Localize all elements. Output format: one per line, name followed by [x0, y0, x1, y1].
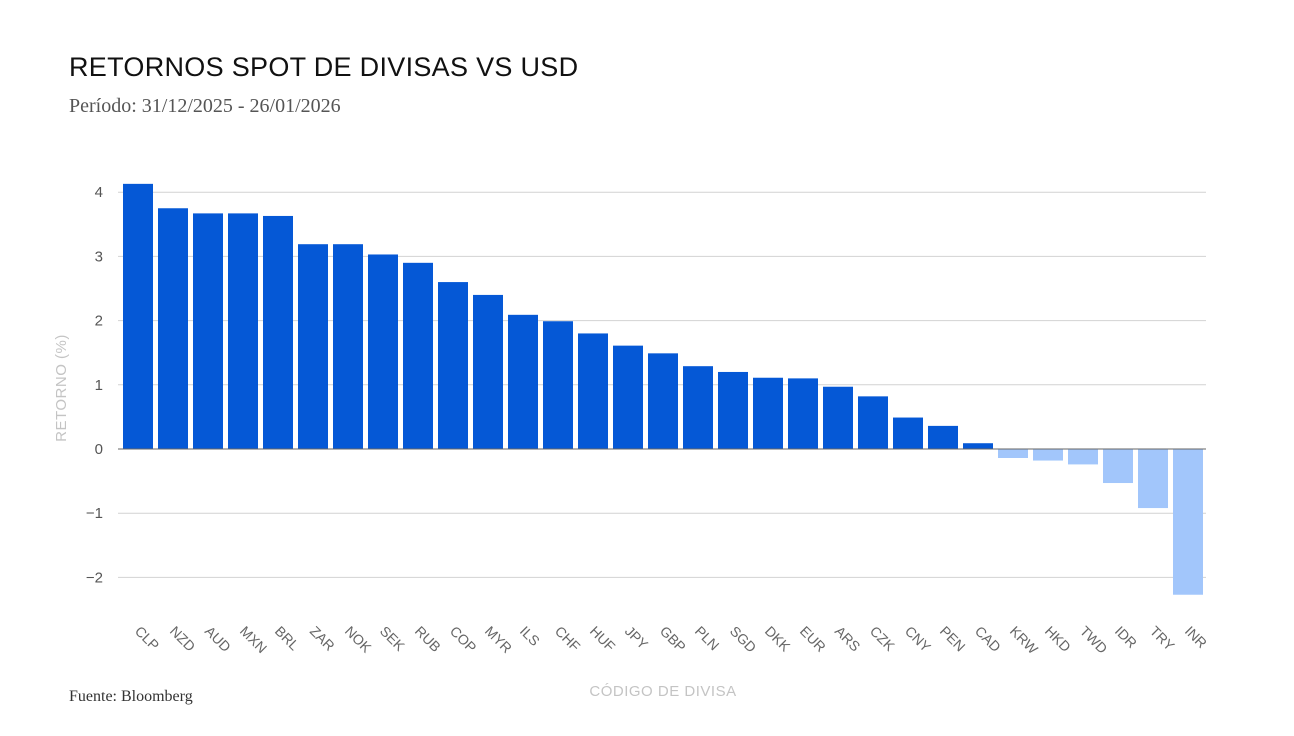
bar-myr	[473, 294, 503, 449]
bar-czk	[858, 396, 888, 449]
bar-nzd	[158, 208, 188, 449]
bar-sek	[368, 254, 398, 449]
x-tick-label: PEN	[937, 623, 969, 655]
x-tick-label: NZD	[167, 623, 199, 655]
x-tick-label: TWD	[1077, 623, 1111, 657]
y-tick-label: 4	[95, 184, 103, 201]
y-axis-title: RETORNO (%)	[53, 334, 70, 442]
bar-nok	[333, 244, 363, 449]
bar-zar	[298, 244, 328, 449]
x-tick-label: TRY	[1147, 623, 1178, 654]
bar-twd	[1068, 449, 1098, 465]
bar-clp	[123, 183, 153, 449]
x-tick-label: ILS	[517, 623, 543, 649]
x-tick-label: HUF	[587, 623, 619, 655]
bar-cad	[963, 443, 993, 449]
bar-cop	[438, 282, 468, 449]
y-tick-label: 1	[95, 377, 103, 394]
bar-eur	[788, 378, 818, 449]
bar-aud	[193, 213, 223, 449]
x-tick-label: COP	[447, 623, 480, 656]
x-tick-label: AUD	[202, 623, 234, 655]
bar-mxn	[228, 213, 258, 449]
y-tick-labels: −2 −1 0 1 2 3 4	[86, 184, 103, 586]
x-tick-label: SEK	[377, 623, 409, 655]
bar-ils	[508, 314, 538, 449]
bar-inr	[1173, 449, 1203, 595]
y-tick-label: 0	[95, 441, 103, 458]
bar-dkk	[753, 377, 783, 449]
y-tick-label: −2	[86, 569, 103, 586]
x-tick-label: PLN	[692, 623, 723, 654]
x-tick-label: ZAR	[307, 623, 338, 654]
bar-hkd	[1033, 449, 1063, 461]
bar-rub	[403, 262, 433, 449]
x-tick-label: CHF	[552, 623, 584, 655]
x-tick-label: CNY	[902, 623, 935, 656]
x-tick-label: SGD	[727, 623, 760, 656]
x-tick-label: CAD	[972, 623, 1004, 655]
x-tick-label: EUR	[797, 623, 829, 655]
y-tick-label: −1	[86, 505, 103, 522]
x-tick-label: INR	[1182, 623, 1210, 651]
x-axis-title: CÓDIGO DE DIVISA	[589, 683, 736, 700]
y-tick-label: 3	[95, 248, 103, 265]
chart-title: RETORNOS SPOT DE DIVISAS VS USD	[69, 52, 579, 82]
x-tick-label: CLP	[132, 623, 163, 654]
bar-idr	[1103, 449, 1133, 484]
x-tick-label: MYR	[482, 623, 515, 656]
x-tick-label: GBP	[657, 623, 689, 655]
bar-sgd	[718, 371, 748, 449]
chart-subtitle: Período: 31/12/2025 - 26/01/2026	[69, 95, 341, 117]
x-tick-label: JPY	[622, 623, 652, 653]
bar-krw	[998, 449, 1028, 458]
x-tick-label: RUB	[412, 623, 444, 655]
bar-huf	[578, 333, 608, 449]
x-tick-label: IDR	[1112, 623, 1140, 651]
source-note: Fuente: Bloomberg	[69, 688, 193, 705]
x-tick-label: NOK	[342, 623, 375, 656]
bar-cny	[893, 417, 923, 449]
x-tick-label: CZK	[867, 623, 899, 655]
bar-pen	[928, 425, 958, 449]
x-category-labels: CLP NZD AUD MXN BRL ZAR NOK SEK RUB COP MYR ILS CHF H…	[132, 623, 1210, 658]
bars	[123, 183, 1203, 595]
y-tick-label: 2	[95, 313, 103, 330]
bar-pln	[683, 366, 713, 449]
bar-jpy	[613, 345, 643, 449]
bar-gbp	[648, 353, 678, 449]
bar-try	[1138, 449, 1168, 509]
x-tick-label: HKD	[1042, 623, 1074, 655]
bar-chf	[543, 321, 573, 449]
bar-ars	[823, 386, 853, 449]
x-tick-label: BRL	[272, 623, 303, 654]
bar-brl	[263, 215, 293, 449]
x-tick-label: MXN	[237, 623, 270, 656]
x-tick-label: KRW	[1007, 623, 1042, 658]
x-tick-label: ARS	[832, 623, 864, 655]
x-tick-label: DKK	[762, 623, 794, 655]
